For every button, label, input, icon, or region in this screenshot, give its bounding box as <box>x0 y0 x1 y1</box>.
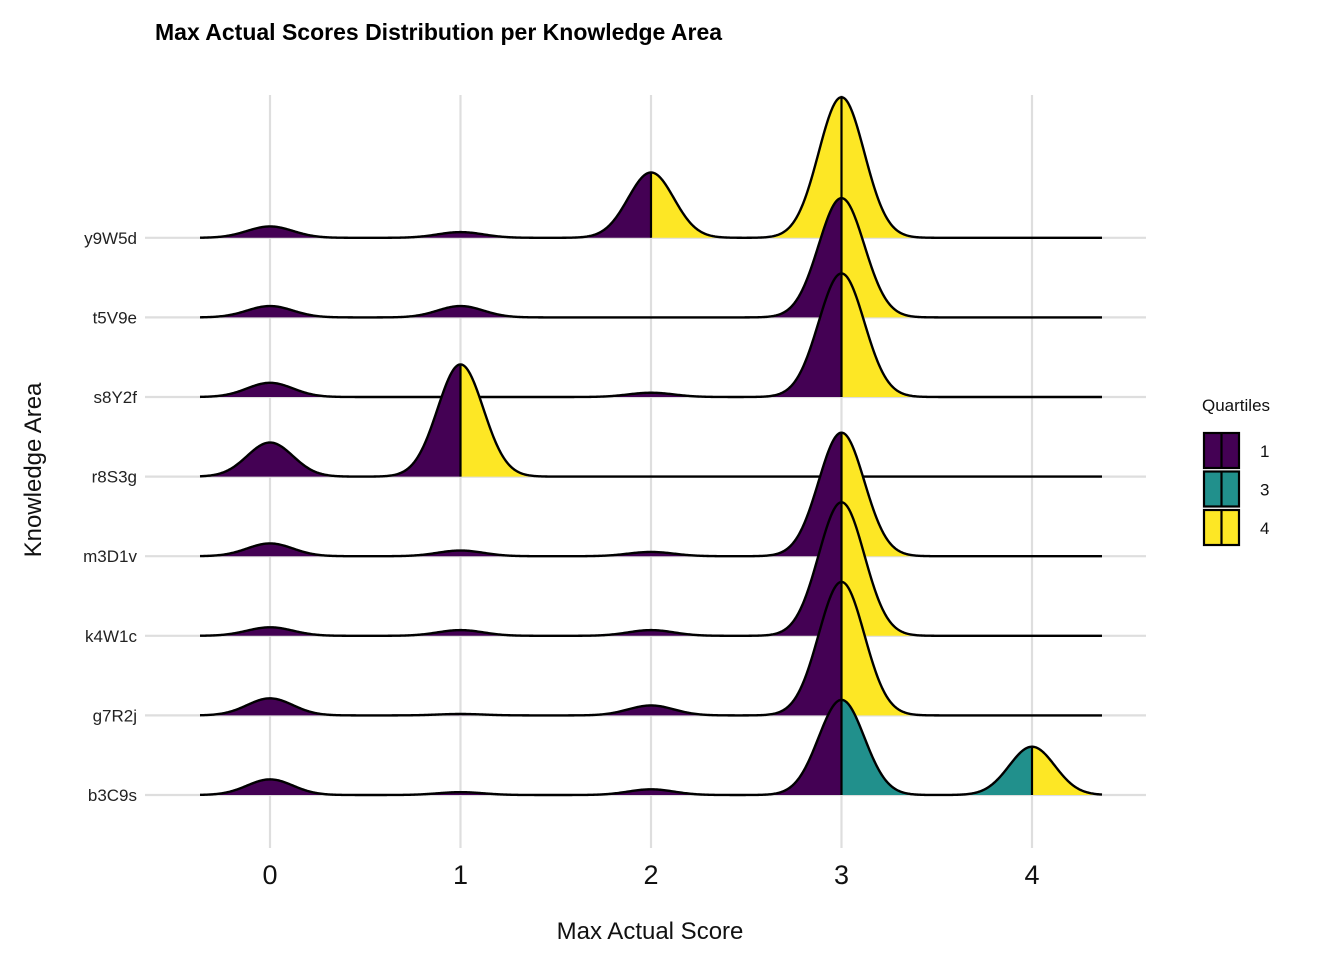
ridge-g7R2j-quartile-4 <box>841 581 1102 716</box>
ridge-t5V9e-quartile-1 <box>200 198 842 318</box>
chart-title: Max Actual Scores Distribution per Knowl… <box>155 19 722 45</box>
y-tick-label-k4W1c: k4W1c <box>85 627 137 646</box>
ridge-outline-m3D1v <box>199 431 1103 558</box>
ridge-s8Y2f-quartile-4 <box>841 273 1102 397</box>
x-axis-ticks: 0 1 2 3 4 <box>262 860 1039 890</box>
ridge-s8Y2f-quartile-1 <box>200 273 842 397</box>
y-tick-label-s8Y2f: s8Y2f <box>94 388 138 407</box>
ridge-b3C9s <box>199 698 1103 797</box>
y-tick-label-b3C9s: b3C9s <box>88 786 137 805</box>
y-axis-labels: b3C9s g7R2j k4W1c m3D1v r8S3g s8Y2f t5V9e y9W5d <box>83 229 137 805</box>
ridge-y9W5d-quartile-4 <box>841 97 1102 238</box>
ridge-outline-y9W5d <box>199 96 1103 239</box>
ridge-outline-g7R2j <box>199 580 1103 717</box>
ridge-outline-k4W1c <box>199 501 1103 637</box>
ridge-y9W5d-quartile-1 <box>200 172 651 238</box>
y-tick-label-y9W5d: y9W5d <box>84 229 137 248</box>
y-tick-label-t5V9e: t5V9e <box>93 308 137 327</box>
ridge-outline-b3C9s <box>199 698 1103 797</box>
ridge-outline-r8S3g <box>199 363 1103 478</box>
ridge-outline-t5V9e <box>199 196 1103 319</box>
legend-title: Quartiles <box>1202 396 1270 415</box>
x-tick-label: 2 <box>643 860 658 890</box>
ridge-r8S3g-quartile-4 <box>460 364 1102 477</box>
ridge-t5V9e-quartile-4 <box>841 198 1102 318</box>
legend-label: 3 <box>1260 481 1269 500</box>
ridge-g7R2j <box>199 580 1103 717</box>
ridge-k4W1c-quartile-4 <box>841 502 1102 636</box>
ridge-m3D1v-quartile-1 <box>200 432 842 557</box>
ridge-k4W1c-quartile-1 <box>200 502 842 636</box>
x-tick-label: 1 <box>453 860 468 890</box>
x-tick-label: 0 <box>262 860 277 890</box>
ridge-g7R2j-quartile-1 <box>200 581 842 716</box>
legend-label: 4 <box>1260 519 1269 538</box>
x-tick-label: 4 <box>1024 860 1039 890</box>
y-tick-label-m3D1v: m3D1v <box>83 547 137 566</box>
ridge-b3C9s-quartile-4 <box>1032 746 1102 795</box>
ridge-outline-s8Y2f <box>199 272 1103 399</box>
y-axis-title: Knowledge Area <box>20 382 47 557</box>
ridge-b3C9s-quartile-3 <box>841 699 1032 795</box>
legend: Quartiles 1 3 4 <box>1202 396 1270 547</box>
ridges <box>199 96 1103 797</box>
x-tick-label: 3 <box>834 860 849 890</box>
legend-label: 1 <box>1260 442 1269 461</box>
ridge-b3C9s-quartile-1 <box>200 699 842 795</box>
ridge-r8S3g-quartile-1 <box>200 364 461 477</box>
ridge-m3D1v-quartile-4 <box>841 432 1102 557</box>
ridge-r8S3g <box>199 363 1103 478</box>
legend-item-4: 4 <box>1202 508 1269 547</box>
legend-item-3: 3 <box>1202 470 1269 508</box>
legend-item-1: 1 <box>1202 431 1269 470</box>
ridge-y9W5d-quartile-4 <box>651 97 842 238</box>
ridge-s8Y2f <box>199 272 1103 399</box>
y-tick-label-r8S3g: r8S3g <box>92 468 137 487</box>
x-axis-title: Max Actual Score <box>557 918 744 945</box>
y-tick-label-g7R2j: g7R2j <box>93 706 137 725</box>
